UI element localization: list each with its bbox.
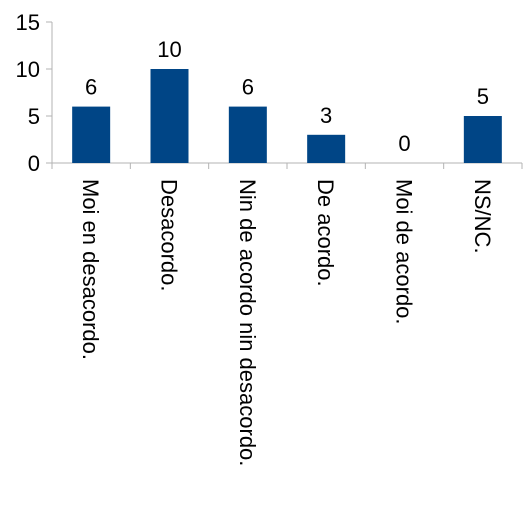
chart-axes (51, 22, 523, 169)
y-tick-label: 15 (16, 10, 40, 35)
y-tick-label: 10 (16, 57, 40, 82)
x-category-label: Moi en desacordo. (78, 179, 103, 360)
x-category-label: Moi de acordo. (392, 179, 417, 325)
x-category-label: De acordo. (313, 179, 338, 287)
bar (72, 106, 111, 163)
data-labels: 6 10 6 3 0 5 (85, 37, 489, 156)
x-axis-labels: Moi en desacordo. Desacordo. Nin de acordo… (78, 179, 495, 466)
data-label: 6 (242, 75, 254, 100)
x-category-label: Nin de acordo nin desacordo. (235, 179, 260, 466)
bar (228, 106, 267, 163)
bar (307, 134, 346, 163)
data-label: 6 (85, 75, 97, 100)
data-label: 0 (398, 131, 410, 156)
bar (150, 69, 189, 163)
data-label: 5 (477, 84, 489, 109)
chart-bars (72, 69, 502, 163)
bar (463, 116, 502, 163)
data-label: 3 (320, 103, 332, 128)
y-tick-label: 5 (28, 104, 40, 129)
x-category-label: Desacordo. (157, 179, 182, 292)
y-tick-label: 0 (28, 151, 40, 176)
x-category-label: NS/NC. (470, 179, 495, 254)
data-label: 10 (157, 37, 181, 62)
y-axis-ticks: 0 5 10 15 (16, 10, 52, 176)
